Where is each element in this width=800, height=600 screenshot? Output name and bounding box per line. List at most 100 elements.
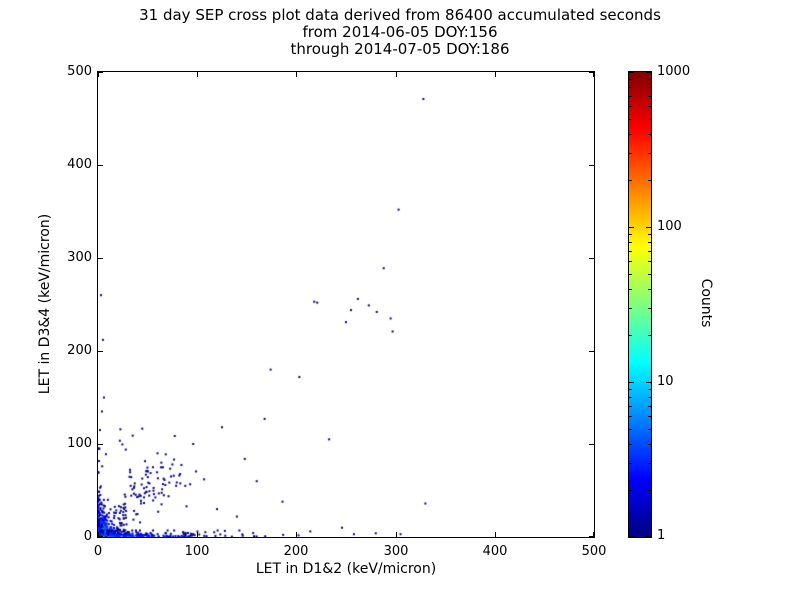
title-line-3: through 2014-07-05 DOY:186	[290, 40, 510, 58]
tick-mark	[648, 463, 651, 464]
title-line-1: 31 day SEP cross plot data derived from …	[139, 6, 661, 24]
colorbar-tick-label: 10	[657, 374, 674, 389]
y-tick-label: 300	[67, 250, 92, 265]
tick-mark	[629, 274, 632, 275]
colorbar-tick-label: 1	[657, 528, 666, 543]
tick-mark	[629, 536, 634, 537]
tick-mark	[98, 532, 99, 537]
tick-mark	[629, 72, 634, 73]
x-tick-label: 500	[581, 544, 607, 559]
tick-mark	[648, 79, 651, 80]
tick-mark	[629, 106, 632, 107]
x-tick-label: 200	[283, 544, 309, 559]
colorbar-tick-label: 100	[657, 219, 682, 234]
tick-mark	[629, 251, 632, 252]
tick-mark	[589, 536, 594, 537]
tick-mark	[648, 397, 651, 398]
tick-mark	[629, 389, 632, 390]
tick-mark	[648, 134, 651, 135]
y-tick-label: 500	[67, 64, 92, 79]
tick-mark	[629, 261, 632, 262]
tick-mark	[648, 153, 651, 154]
tick-mark	[197, 532, 198, 537]
colorbar-tick-label: 1000	[657, 64, 691, 79]
tick-mark	[98, 258, 103, 259]
y-tick-label: 400	[67, 157, 92, 172]
y-axis-label: LET in D3&4 (keV/micron)	[37, 213, 53, 395]
tick-mark	[629, 242, 632, 243]
scatter-points-canvas	[98, 72, 594, 537]
tick-mark	[648, 87, 651, 88]
plot-area	[97, 71, 595, 538]
tick-mark	[629, 180, 632, 181]
y-tick-label: 0	[83, 529, 92, 544]
tick-mark	[629, 490, 632, 491]
x-tick-label: 300	[383, 544, 409, 559]
tick-mark	[98, 536, 103, 537]
tick-mark	[197, 72, 198, 77]
tick-mark	[98, 351, 103, 352]
colorbar-label: Counts	[698, 278, 714, 328]
tick-mark	[648, 389, 651, 390]
tick-mark	[629, 382, 634, 383]
tick-mark	[648, 261, 651, 262]
tick-mark	[629, 87, 632, 88]
tick-mark	[648, 289, 651, 290]
tick-mark	[648, 490, 651, 491]
x-tick-label: 0	[93, 544, 103, 559]
tick-mark	[629, 234, 632, 235]
x-axis-label: LET in D1&2 (keV/micron)	[255, 561, 437, 577]
tick-mark	[629, 119, 632, 120]
y-tick-label: 100	[67, 436, 92, 451]
tick-mark	[646, 536, 651, 537]
tick-mark	[396, 532, 397, 537]
tick-mark	[648, 308, 651, 309]
y-tick-label: 200	[67, 343, 92, 358]
tick-mark	[98, 72, 103, 73]
tick-mark	[629, 153, 632, 154]
tick-mark	[648, 242, 651, 243]
tick-mark	[629, 134, 632, 135]
tick-mark	[648, 106, 651, 107]
tick-mark	[629, 79, 632, 80]
tick-mark	[648, 274, 651, 275]
tick-mark	[648, 429, 651, 430]
tick-mark	[495, 532, 496, 537]
tick-mark	[629, 444, 632, 445]
tick-mark	[648, 180, 651, 181]
tick-mark	[648, 119, 651, 120]
x-tick-label: 400	[482, 544, 508, 559]
tick-mark	[629, 397, 632, 398]
tick-mark	[589, 72, 594, 73]
tick-mark	[629, 406, 632, 407]
tick-mark	[648, 444, 651, 445]
tick-mark	[629, 429, 632, 430]
tick-mark	[629, 289, 632, 290]
tick-mark	[296, 72, 297, 77]
title-line-2: from 2014-06-05 DOY:156	[302, 23, 498, 41]
tick-mark	[646, 382, 651, 383]
chart-title: 31 day SEP cross plot data derived from …	[0, 7, 800, 58]
tick-mark	[589, 165, 594, 166]
tick-mark	[648, 96, 651, 97]
tick-mark	[593, 532, 594, 537]
tick-mark	[646, 227, 651, 228]
tick-mark	[648, 234, 651, 235]
tick-mark	[629, 227, 634, 228]
tick-mark	[98, 444, 103, 445]
x-tick-label: 100	[184, 544, 210, 559]
tick-mark	[98, 72, 99, 77]
tick-mark	[648, 416, 651, 417]
tick-mark	[629, 416, 632, 417]
tick-mark	[296, 532, 297, 537]
tick-mark	[589, 444, 594, 445]
tick-mark	[396, 72, 397, 77]
tick-mark	[589, 351, 594, 352]
tick-mark	[495, 72, 496, 77]
tick-mark	[589, 258, 594, 259]
tick-mark	[648, 406, 651, 407]
tick-mark	[629, 463, 632, 464]
tick-mark	[98, 165, 103, 166]
colorbar-gradient	[628, 71, 652, 538]
tick-mark	[648, 251, 651, 252]
